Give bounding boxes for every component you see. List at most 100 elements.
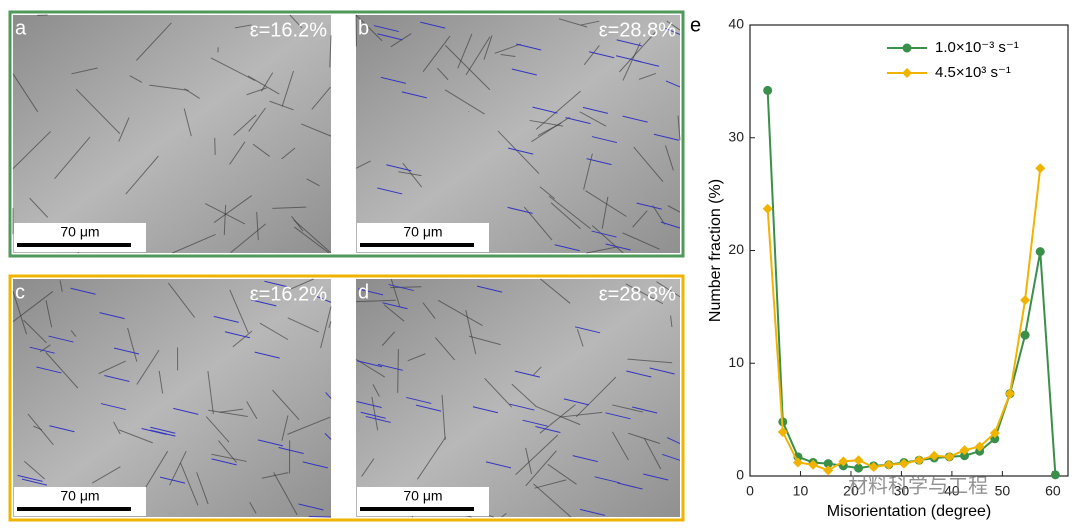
twin-line — [477, 285, 503, 293]
panel-label: c — [15, 281, 25, 303]
data-point — [1020, 295, 1031, 306]
grain-boundary — [246, 87, 268, 96]
data-point — [777, 427, 788, 438]
group-frame — [8, 10, 685, 258]
grain-boundary — [125, 155, 159, 195]
legend-label: 1.0×10⁻³ s⁻¹ — [935, 39, 1019, 56]
grain-boundary — [407, 353, 426, 362]
twin-line — [535, 426, 561, 433]
twin-line — [302, 461, 328, 469]
x-tick-label: 60 — [1045, 483, 1061, 499]
grain-boundary — [12, 291, 54, 323]
data-point — [959, 445, 970, 456]
twin-line — [514, 370, 541, 378]
grain-boundary — [525, 447, 533, 474]
grain-boundary — [381, 331, 396, 346]
grain-boundary — [287, 416, 331, 435]
grain-boundary — [311, 86, 331, 110]
twin-line — [257, 439, 284, 447]
data-point — [1020, 330, 1030, 340]
y-axis-label: Number fraction (%) — [707, 179, 724, 322]
twin-line — [386, 164, 412, 172]
data-point — [990, 434, 1000, 444]
grain-boundary — [355, 14, 383, 42]
data-point — [1035, 247, 1045, 257]
grain-boundary — [293, 226, 330, 254]
legend-marker — [902, 43, 912, 53]
grain-boundary — [355, 299, 396, 303]
grain-boundary — [172, 234, 216, 254]
grain-boundary — [652, 205, 666, 225]
grain-boundary — [441, 394, 446, 440]
micrograph: d ε=28.8% 70 μm — [355, 278, 681, 518]
grain-boundary — [402, 162, 423, 188]
grain-boundary — [75, 88, 121, 135]
grain-boundary — [136, 349, 160, 385]
grain-boundary — [531, 116, 570, 143]
grain-boundary — [293, 219, 332, 254]
data-point — [762, 203, 773, 214]
panel-label: d — [358, 281, 369, 303]
scale-bar-bg — [14, 223, 146, 252]
grain-boundary — [39, 344, 51, 353]
twin-line — [104, 374, 130, 382]
twin-line — [213, 315, 239, 323]
grain-boundary — [533, 483, 572, 518]
twin-line — [388, 284, 414, 292]
twin-line — [380, 76, 407, 84]
grain-boundary — [437, 299, 483, 326]
grain-boundary — [547, 463, 577, 485]
micrograph: a ε=16.2% 70 μm — [12, 14, 332, 254]
twin-line — [586, 158, 612, 166]
scale-bar-label: 70 μm — [403, 224, 442, 240]
grain-boundary — [256, 211, 259, 241]
grain-boundary — [129, 75, 143, 83]
twin-line — [377, 187, 403, 195]
twin-line — [615, 55, 642, 63]
twin-line — [662, 453, 681, 461]
data-point — [823, 459, 833, 469]
twin-line — [507, 206, 533, 214]
twin-line — [582, 106, 609, 114]
scale-bar — [360, 507, 474, 511]
grain-boundary — [230, 223, 267, 253]
scale-bar — [17, 507, 131, 511]
grain-boundary — [390, 286, 422, 289]
scale-bar-bg — [14, 487, 146, 516]
group-frame — [8, 274, 685, 522]
grain-boundary — [677, 115, 681, 141]
grain-boundary — [260, 72, 274, 92]
twin-line — [21, 478, 48, 486]
twin-line — [420, 21, 446, 29]
grain-boundary — [233, 114, 257, 136]
grain-boundary — [670, 315, 673, 328]
twin-line — [99, 312, 125, 320]
data-point — [898, 458, 909, 469]
grain-boundary — [622, 232, 660, 250]
panel-label: e — [690, 14, 701, 36]
grain-boundary — [12, 131, 51, 169]
grain-boundary — [372, 384, 380, 397]
grain-boundary — [211, 453, 247, 462]
y-tick-label: 30 — [728, 128, 744, 144]
grain-boundary — [390, 278, 401, 308]
scale-bar-bg — [357, 487, 489, 516]
grain-boundary — [71, 67, 98, 75]
data-point — [883, 459, 894, 470]
grain-boundary — [12, 73, 39, 113]
twin-line — [356, 360, 383, 368]
twin-line — [666, 437, 681, 444]
twin-line — [360, 411, 386, 419]
grain-boundary — [643, 438, 662, 470]
grain-boundary — [219, 408, 244, 413]
grain-boundary — [301, 123, 332, 137]
grain-boundary — [579, 111, 607, 127]
grain-boundary — [560, 411, 603, 418]
grain-boundary — [540, 278, 571, 304]
twin-line — [49, 425, 75, 433]
grain-boundary — [656, 281, 681, 298]
grain-boundary — [632, 210, 648, 228]
grain-boundary — [232, 330, 253, 348]
twin-line — [29, 346, 55, 354]
twin-line — [643, 473, 669, 481]
